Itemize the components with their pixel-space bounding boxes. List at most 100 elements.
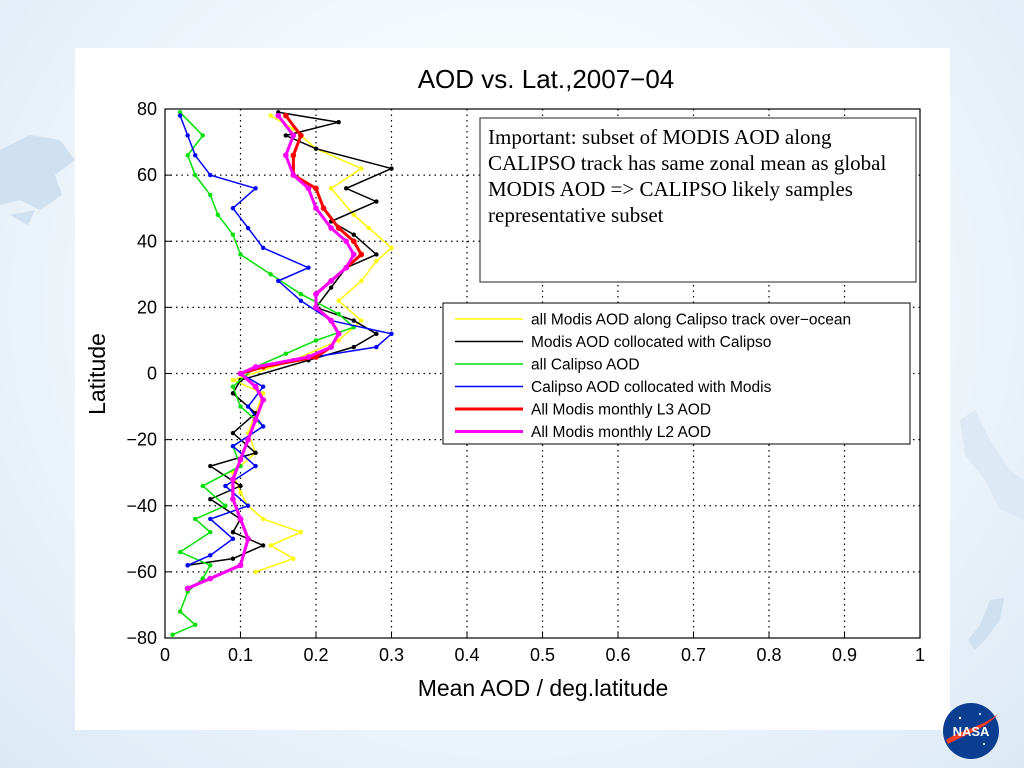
x-tick-label: 0.2 [303, 645, 328, 665]
data-point [336, 298, 341, 303]
data-point [230, 530, 236, 535]
data-point [260, 397, 266, 403]
data-point [237, 456, 244, 463]
data-point [313, 205, 319, 211]
data-point [230, 476, 236, 483]
nasa-logo: NASA [943, 703, 999, 759]
data-point [237, 516, 244, 522]
data-point [276, 278, 281, 284]
x-tick-label: 0.6 [605, 645, 630, 665]
x-tick-label: 0.8 [756, 645, 781, 665]
data-point [328, 186, 334, 191]
data-point [374, 344, 379, 350]
data-point [313, 146, 319, 151]
y-tick-label: −80 [126, 628, 157, 648]
data-point [328, 344, 334, 350]
legend-label: Calipso AOD collocated with Modis [531, 379, 772, 396]
data-point [359, 318, 364, 323]
x-tick-label: 0.4 [454, 645, 479, 665]
data-point [320, 205, 327, 211]
data-point [245, 503, 251, 508]
data-point [230, 205, 236, 211]
annotation-box: Important: subset of MODIS AOD along CAL… [479, 117, 917, 283]
data-point [193, 153, 198, 158]
data-point [290, 152, 297, 159]
data-point [336, 311, 341, 317]
data-point [230, 391, 236, 396]
data-point [253, 569, 258, 575]
annotation-text: Important: subset of MODIS AOD along CAL… [488, 125, 887, 227]
data-point [260, 543, 266, 548]
x-tick-label: 0 [160, 645, 170, 665]
legend-label: Modis AOD collocated with Calipso [531, 334, 771, 351]
data-point [200, 133, 205, 138]
data-point [230, 496, 236, 502]
data-point [350, 238, 357, 245]
data-point [306, 265, 311, 270]
legend-label: All Modis monthly L3 AOD [531, 402, 711, 419]
data-point [283, 133, 288, 138]
data-point [238, 490, 243, 495]
data-point [335, 225, 342, 231]
data-point [291, 556, 296, 561]
data-point [374, 331, 379, 337]
data-point [343, 238, 350, 245]
data-point [208, 530, 213, 535]
data-point [313, 304, 319, 311]
data-point [328, 278, 334, 284]
alaska-islands-shape [10, 210, 35, 225]
data-point [260, 424, 266, 429]
data-point [336, 338, 341, 343]
data-point [290, 172, 297, 178]
data-point [359, 166, 364, 171]
data-point [200, 483, 205, 489]
data-point [313, 291, 319, 297]
y-tick-label: −40 [126, 496, 157, 516]
data-point [230, 556, 236, 561]
data-point [298, 298, 304, 303]
data-point [268, 272, 273, 277]
data-point [208, 516, 213, 522]
data-point [177, 549, 183, 555]
data-point [208, 463, 213, 469]
chart-title: AOD vs. Lat.,2007−04 [418, 64, 675, 94]
data-point [336, 120, 341, 125]
y-tick-label: −60 [126, 562, 157, 582]
data-point [268, 113, 273, 118]
data-point [215, 212, 221, 217]
data-point [389, 245, 394, 251]
legend: all Modis AOD along Calipso track over−o… [442, 302, 911, 445]
svg-text:NASA: NASA [953, 724, 990, 739]
data-point [275, 112, 282, 119]
data-point [200, 576, 205, 581]
data-point [298, 132, 304, 139]
data-point [185, 153, 190, 158]
data-point [358, 251, 365, 258]
data-point [238, 404, 243, 409]
data-point [230, 377, 236, 383]
data-point [230, 444, 236, 449]
data-point [389, 331, 394, 337]
data-point [177, 113, 183, 118]
data-point [207, 575, 214, 582]
x-tick-label: 0.3 [379, 645, 404, 665]
data-point [230, 232, 236, 237]
data-point [184, 585, 191, 592]
data-point [283, 112, 289, 119]
data-point [170, 632, 175, 637]
data-point [343, 264, 350, 271]
plot-frame [164, 108, 921, 639]
data-point [245, 404, 251, 409]
x-tick-label: 0.7 [681, 645, 706, 665]
y-axis-label: Latitude [84, 333, 110, 415]
data-point [298, 530, 304, 535]
data-point [185, 133, 190, 138]
data-point [328, 285, 334, 290]
data-point [260, 516, 266, 522]
data-point [237, 370, 244, 377]
series-5 [184, 112, 357, 592]
data-point [298, 291, 304, 297]
data-point [208, 192, 213, 198]
